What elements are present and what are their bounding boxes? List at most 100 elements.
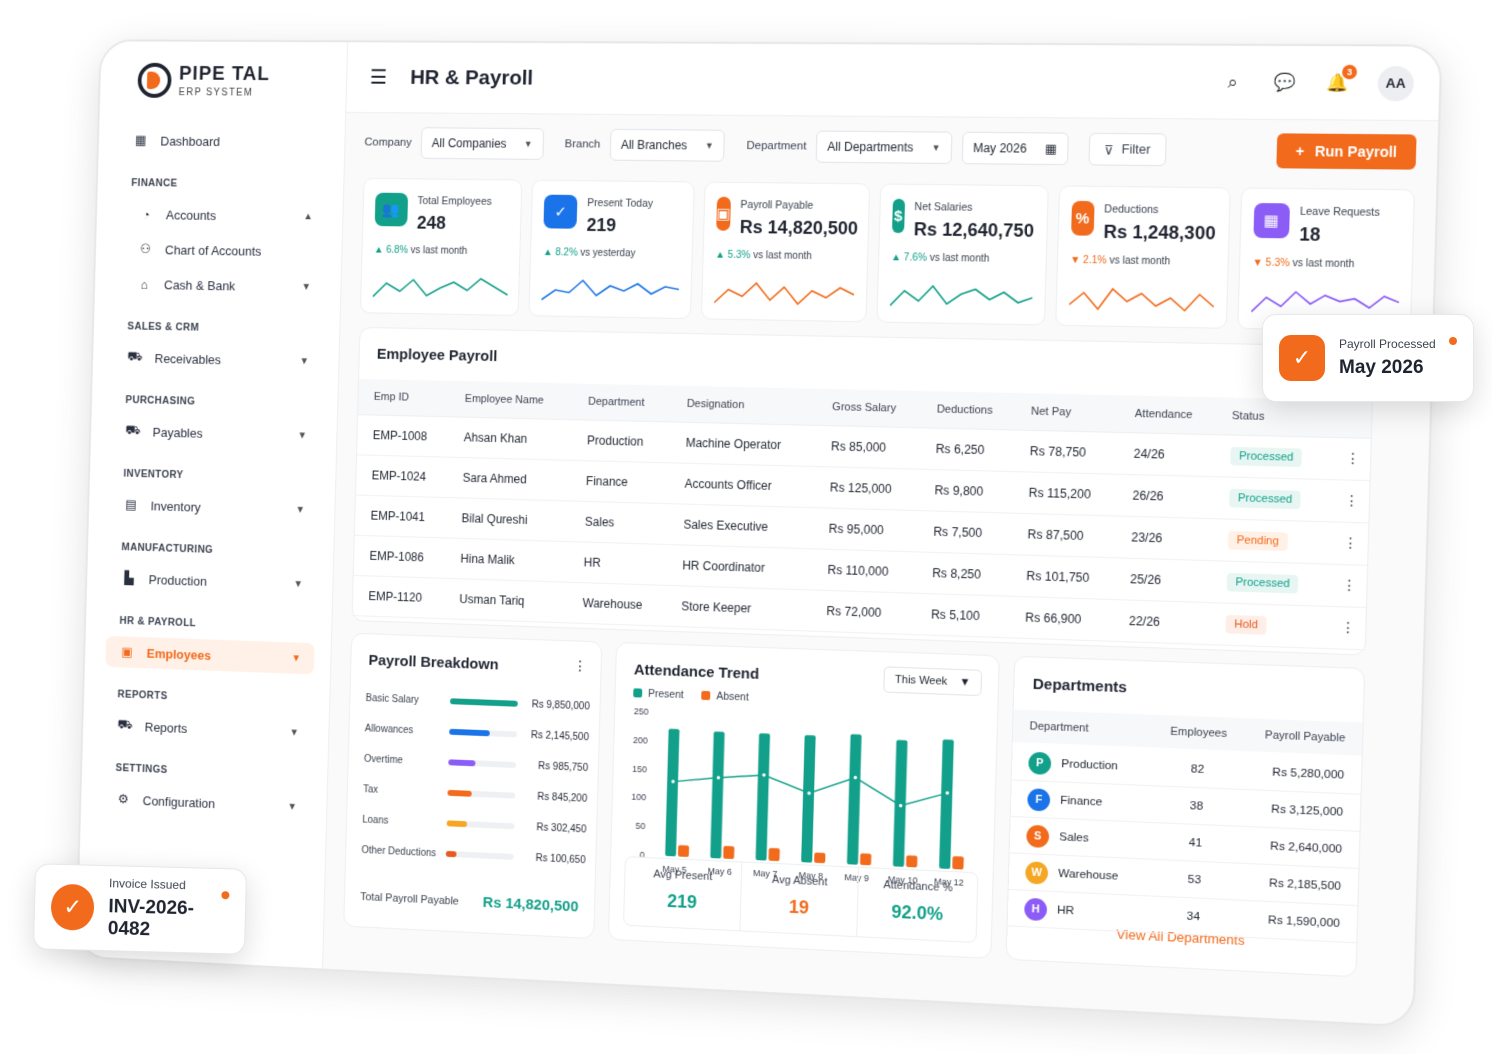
range-select[interactable]: This Week ▼ [883,666,983,697]
department-initial-icon: F [1027,787,1051,811]
kebab-menu-icon[interactable]: ⋮ [1344,491,1360,509]
kpi-icon: % [1070,200,1095,236]
chevron-down-icon[interactable]: ▼ [299,355,310,367]
period-picker[interactable]: May 2026 ▦ [961,131,1069,166]
kebab-menu-icon[interactable]: ⋮ [1345,449,1361,467]
run-payroll-button[interactable]: + Run Payroll [1276,133,1417,170]
department-payable: Rs 2,185,500 [1268,876,1342,893]
department-initial-icon: H [1024,897,1048,921]
sparkline-line [714,283,854,305]
department-select[interactable]: All Departments ▼ [815,130,953,165]
toast-value: May 2026 [1339,357,1424,378]
chevron-up-icon[interactable]: ▲ [303,210,314,222]
kebab-menu-icon[interactable]: ⋮ [1341,576,1358,594]
breakdown-value: Rs 302,450 [536,821,587,835]
table-cell: Accounts Officer [668,462,815,508]
table-cell: 26/26 [1115,473,1214,519]
table-cell: Sales [568,500,669,545]
sidebar-section-title: MANUFACTURING [121,541,214,556]
table-cell: Usman Tariq [443,577,568,623]
delta-note: vs yesterday [580,247,636,260]
table-cell: Warehouse [566,581,666,626]
sidebar-item-inventory[interactable]: ▤ Inventory ▼ [109,489,319,526]
sidebar-item-reports[interactable]: ⛟ Reports ▼ [103,709,312,748]
sidebar-item-chart-of-accounts[interactable]: ⚇ Chart of Accounts [116,233,326,267]
hamburger-menu-icon[interactable]: ☰ [369,66,388,89]
sidebar-item-configuration[interactable]: ⚙ Configuration ▼ [101,783,310,823]
status-badge: Processed [1229,488,1301,509]
kpi-text: Payroll Payable Rs 14,820,500 [740,197,859,240]
department-payable: Rs 5,280,000 [1272,765,1345,782]
breakdown-value: Rs 2,145,500 [530,729,590,743]
sidebar-item-payables[interactable]: ⛟ Payables ▼ [111,415,321,451]
kebab-menu-icon[interactable]: ⋮ [1343,534,1359,552]
column-header: Designation [670,385,817,425]
sidebar-item-dashboard[interactable]: ▦ Dashboard [119,125,329,158]
chevron-down-icon[interactable]: ▼ [289,726,300,738]
breakdown-value: Rs 100,650 [535,852,586,866]
kebab-menu-icon[interactable]: ⋮ [573,657,588,674]
kpi-delta: ▲ 8.2% vs yesterday [543,247,680,260]
delta-note: vs last month [1109,255,1171,268]
box-icon: ▤ [125,496,137,512]
sidebar-item-receivables[interactable]: ⛟ Receivables ▼ [113,342,323,377]
status-badge: Pending [1228,530,1288,551]
delta-value: 6.8% [385,244,409,256]
invoice-issued-toast[interactable]: ✓ Invoice Issued INV-2026-0482 [32,863,248,955]
logo[interactable]: PIPE TAL ERP SYSTEM [137,62,270,99]
chevron-down-icon[interactable]: ▼ [301,281,312,293]
kpi-card[interactable]: ✓ Present Today 219 ▲ 8.2% vs yesterday [528,179,695,320]
toast-label: Payroll Processed [1339,337,1436,351]
column-header: Employees [1170,725,1228,741]
sparkline-line [1069,288,1214,311]
sidebar-section-title: SALES & CRM [127,320,200,334]
department-payable: Rs 2,640,000 [1270,839,1343,856]
trend-point [671,779,676,784]
branch-select[interactable]: All Branches ▼ [609,128,726,162]
table-cell: Rs 7,500 [916,510,1012,555]
kpi-card[interactable]: % Deductions Rs 1,248,300 ▼ 2.1% vs last mo… [1054,185,1231,329]
column-header: Department [1029,720,1089,735]
kpi-card[interactable]: $ Net Salaries Rs 12,640,750 ▲ 7.6% vs last… [876,183,1049,326]
filter-button[interactable]: ⊽ Filter [1088,132,1167,167]
company-select[interactable]: All Companies ▼ [420,127,544,160]
chevron-down-icon[interactable]: ▼ [287,801,298,813]
sidebar-section-title: PURCHASING [125,394,196,408]
legend-present: Present [633,687,684,701]
sidebar-section-title: SETTINGS [115,762,168,776]
kpi-card[interactable]: ▦ Leave Requests 18 ▼ 5.3% vs last month [1236,187,1416,333]
chevron-down-icon[interactable]: ▼ [297,429,308,441]
kpi-card[interactable]: 👥 Total Employees 248 ▲ 6.8% vs last month [359,177,523,317]
sidebar-item-label: Cash & Bank [163,277,236,293]
kpi-card[interactable]: ▣ Payroll Payable Rs 14,820,500 ▲ 5.3% vs l… [700,181,870,323]
kpi-label: Payroll Payable [740,198,814,212]
chevron-down-icon[interactable]: ▼ [293,578,304,590]
department-employees: 82 [1190,762,1205,776]
chevron-down-icon: ▼ [959,676,971,689]
table-cell: Bilal Qureshi [445,497,570,542]
stat-label: Attendance % [883,879,953,895]
toast-label: Invoice Issued [108,876,186,893]
sidebar-item-production[interactable]: ▙ Production ▼ [107,562,316,600]
kpi-header: ▣ Payroll Payable Rs 14,820,500 [715,196,859,240]
table-cell: 23/26 [1114,515,1213,561]
chevron-down-icon[interactable]: ▼ [295,504,306,516]
kpi-icon: 👥 [374,192,409,227]
breakdown-bar [445,850,514,860]
chat-icon[interactable]: 💬 [1273,72,1297,92]
bell-icon[interactable]: 🔔 3 [1325,64,1358,95]
kebab-menu-icon[interactable]: ⋮ [1340,618,1356,636]
chevron-down-icon[interactable]: ▼ [291,652,302,664]
search-icon[interactable]: ⌕ [1227,71,1239,92]
column-header: Payroll Payable [1264,729,1346,745]
payroll-processed-toast[interactable]: ✓ Payroll Processed May 2026 [1262,314,1474,402]
employee-payroll-panel: Employee Payroll Emp ID Employee Name Depa… [351,326,1375,656]
kpi-icon: $ [891,198,905,234]
sidebar-item-accounts[interactable]: ◔ Accounts ▲ [117,198,327,232]
avatar[interactable]: AA [1377,65,1415,101]
breakdown-bar-fill [445,850,457,858]
sidebar-item-cash-bank[interactable]: ⌂ Cash & Bank ▼ [115,268,325,303]
kpi-text: Total Employees 248 [417,193,492,234]
sidebar-item-employees[interactable]: ▣ Employees ▼ [105,635,315,675]
sidebar-section-title: FINANCE [131,177,178,190]
